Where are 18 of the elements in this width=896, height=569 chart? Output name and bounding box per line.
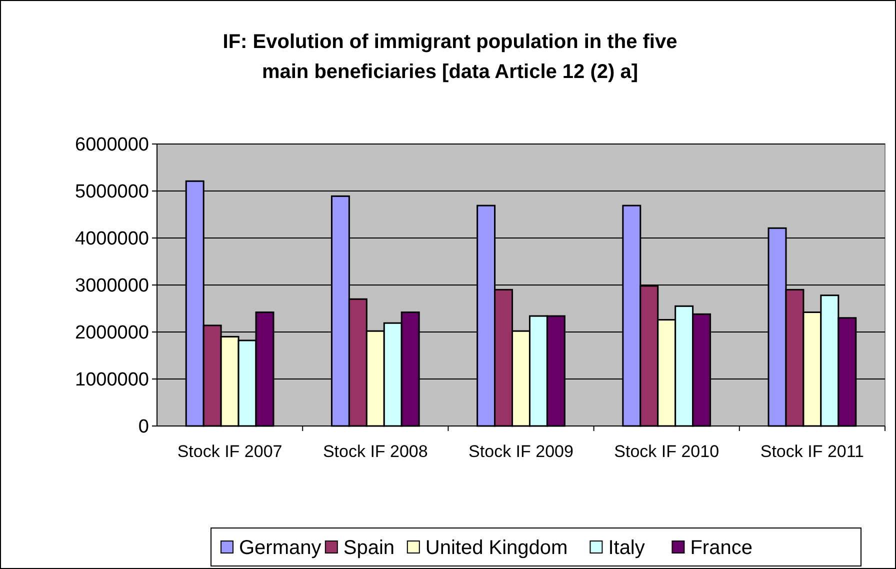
y-tick-label: 6000000 — [75, 134, 149, 156]
x-tick-label: Stock IF 2009 — [468, 442, 574, 461]
y-tick-label: 3000000 — [75, 276, 149, 297]
y-tick-label: 1000000 — [75, 370, 149, 391]
legend-label: Germany — [239, 537, 322, 559]
chart-title: IF: Evolution of immigrant population in the five main beneficiaries [data Article 12 (2) a] — [222, 31, 678, 83]
y-tick-label: 4000000 — [75, 228, 149, 250]
x-tick-label: Stock IF 2008 — [322, 442, 428, 461]
x-tick-label: Stock IF 2010 — [614, 442, 720, 461]
x-tick-label: Stock IF 2007 — [177, 442, 282, 461]
y-tick-label: 5000000 — [75, 182, 149, 203]
y-tick-label: 0 — [138, 416, 149, 438]
legend-label: Italy — [608, 537, 645, 559]
legend-label: France — [690, 537, 752, 559]
x-tick-label: Stock IF 2011 — [760, 442, 864, 461]
legend-label: Spain — [343, 537, 395, 559]
y-tick-label: 2000000 — [75, 322, 149, 344]
legend-label: United Kingdom — [425, 537, 568, 559]
